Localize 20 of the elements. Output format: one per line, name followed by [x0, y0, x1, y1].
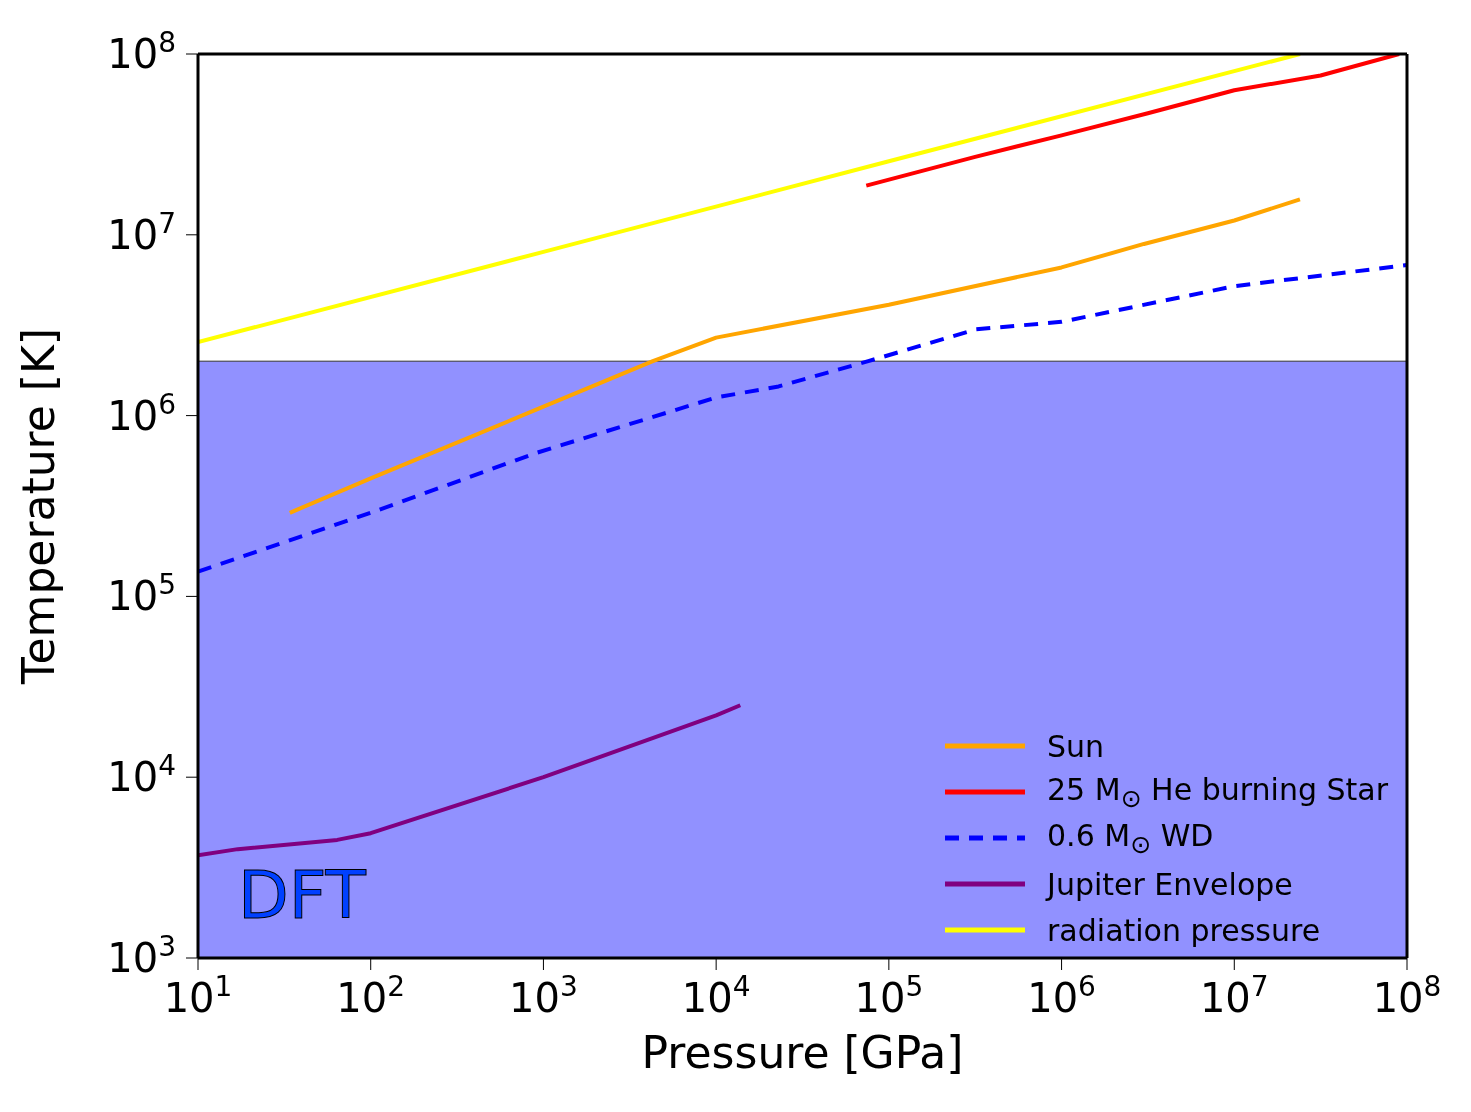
legend-label: radiation pressure: [1047, 912, 1321, 948]
x-tick-label: 10$^{4}$: [681, 969, 751, 1021]
x-tick-label: 10$^{3}$: [509, 969, 578, 1021]
x-tick-label: 10$^{2}$: [336, 969, 406, 1021]
x-tick-label: 10$^{5}$: [854, 969, 924, 1021]
y-axis-title: Temperature [K]: [12, 328, 64, 685]
y-tick-label: 10$^{4}$: [107, 748, 176, 801]
y-tick-label: 10$^{6}$: [107, 387, 176, 439]
legend-label: Jupiter Envelope: [1047, 866, 1293, 902]
x-tick-label: 10$^{7}$: [1199, 969, 1269, 1021]
x-tick-label: 10$^{8}$: [1372, 969, 1442, 1021]
x-tick-label: 10$^{6}$: [1027, 969, 1096, 1021]
legend-label: Sun: [1047, 728, 1105, 764]
legend-label: 0.6 M$_{⊙}$ WD: [1047, 817, 1214, 859]
y-tick-label: 10$^{8}$: [107, 25, 176, 77]
legend-label: 25 M$_{⊙}$ He burning Star: [1047, 771, 1388, 813]
band-label: DFT: [238, 857, 367, 934]
y-tick-label: 10$^{7}$: [107, 206, 176, 258]
y-tick-label: 10$^{5}$: [107, 567, 176, 620]
x-axis-title: Pressure [GPa]: [641, 1027, 964, 1078]
